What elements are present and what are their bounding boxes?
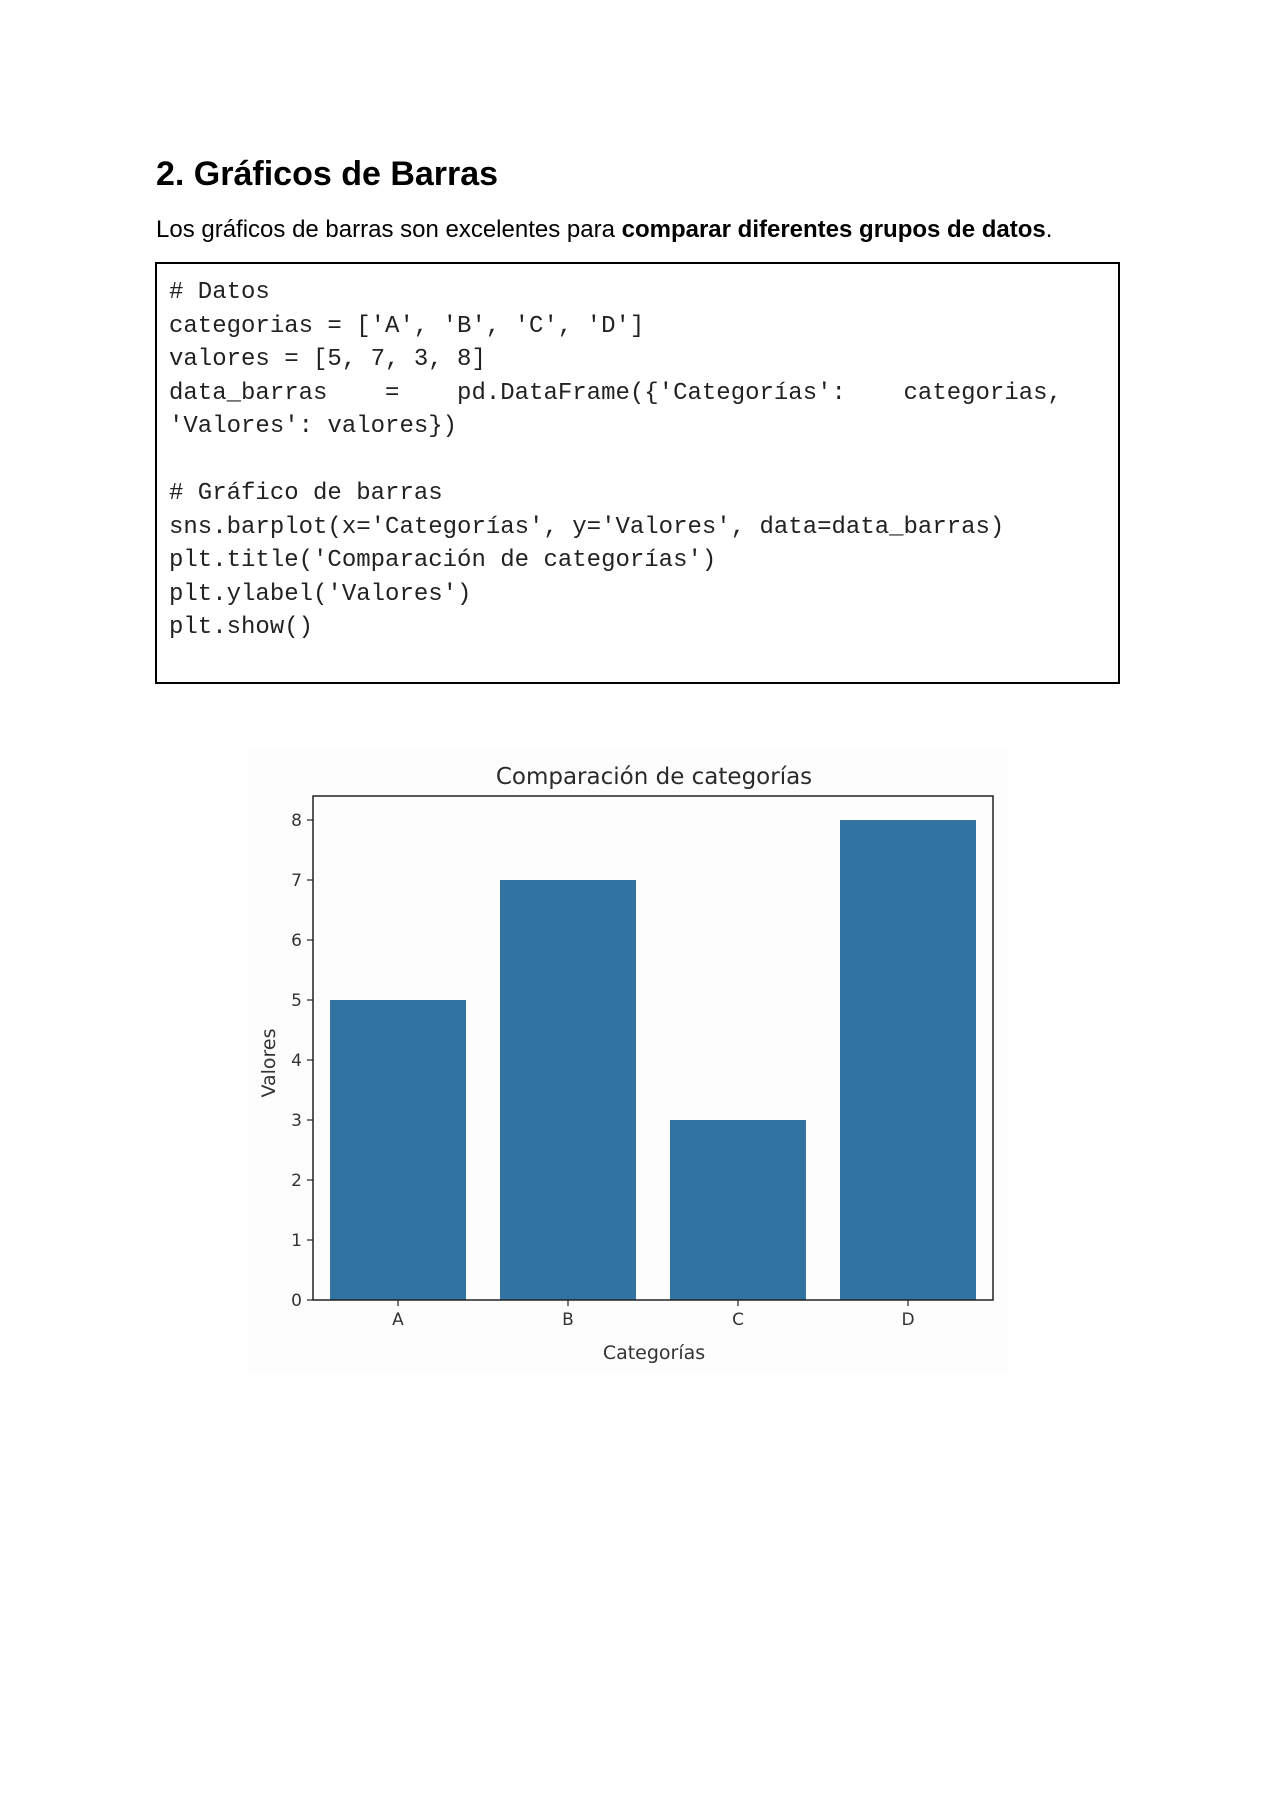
x-axis-ticks: A B C D — [392, 1300, 915, 1330]
bar-d — [840, 820, 976, 1300]
y-tick-label: 6 — [291, 931, 302, 951]
y-axis-ticks: 0 1 2 3 4 5 6 7 8 — [291, 811, 313, 1311]
bar-group — [330, 820, 976, 1300]
y-tick-label: 0 — [291, 1291, 302, 1311]
y-tick-label: 2 — [291, 1171, 302, 1191]
x-tick-label: D — [901, 1310, 914, 1330]
intro-emphasis: comparar diferentes grupos de datos — [621, 216, 1046, 243]
code-line: plt.ylabel('Valores') — [169, 580, 472, 608]
y-tick-label: 1 — [291, 1231, 302, 1251]
x-tick-label: A — [392, 1310, 404, 1330]
bar-a — [330, 1000, 466, 1300]
code-line: plt.title('Comparación de categorías') — [169, 547, 717, 574]
code-line: # Gráfico de barras — [169, 480, 443, 507]
section-heading: 2. Gráficos de Barras — [156, 155, 499, 193]
bar-b — [500, 880, 636, 1300]
code-line: categorias = ['A', 'B', 'C', 'D'] — [169, 312, 645, 340]
code-block: # Datos categorias = ['A', 'B', 'C', 'D'… — [155, 262, 1120, 684]
code-line: # Datos — [169, 279, 270, 306]
code-line: sns.barplot(x='Categorías', y='Valores',… — [169, 513, 1005, 541]
y-tick-label: 5 — [291, 991, 302, 1011]
code-blank-line — [169, 444, 1106, 478]
x-axis-label: Categorías — [603, 1342, 705, 1364]
intro-text: Los gráficos de barras son excelentes pa… — [156, 216, 622, 243]
intro-paragraph: Los gráficos de barras son excelentes pa… — [156, 214, 1052, 246]
x-tick-label: B — [562, 1310, 574, 1330]
bar-chart-svg: Comparación de categorías 0 1 2 3 4 5 6 7 8 A B C D… — [248, 748, 1008, 1373]
plot-frame — [312, 795, 994, 1301]
code-line: plt.show() — [169, 614, 314, 641]
code-line: valores = [5, 7, 3, 8] — [169, 346, 486, 373]
intro-period: . — [1045, 216, 1053, 243]
y-tick-label: 7 — [291, 871, 302, 891]
bar-chart: Comparación de categorías 0 1 2 3 4 5 6 7 8 A B C D… — [248, 748, 1008, 1373]
bar-c — [670, 1120, 806, 1300]
y-tick-label: 4 — [291, 1051, 302, 1071]
y-tick-label: 3 — [291, 1111, 302, 1131]
code-line: data_barras = pd.DataFrame({'Categorías'… — [169, 379, 1062, 407]
y-axis-label: Valores — [258, 1028, 280, 1097]
code-line: 'Valores': valores}) — [169, 413, 458, 440]
x-tick-label: C — [732, 1310, 744, 1330]
y-tick-label: 8 — [291, 811, 302, 831]
chart-title: Comparación de categorías — [496, 764, 812, 790]
